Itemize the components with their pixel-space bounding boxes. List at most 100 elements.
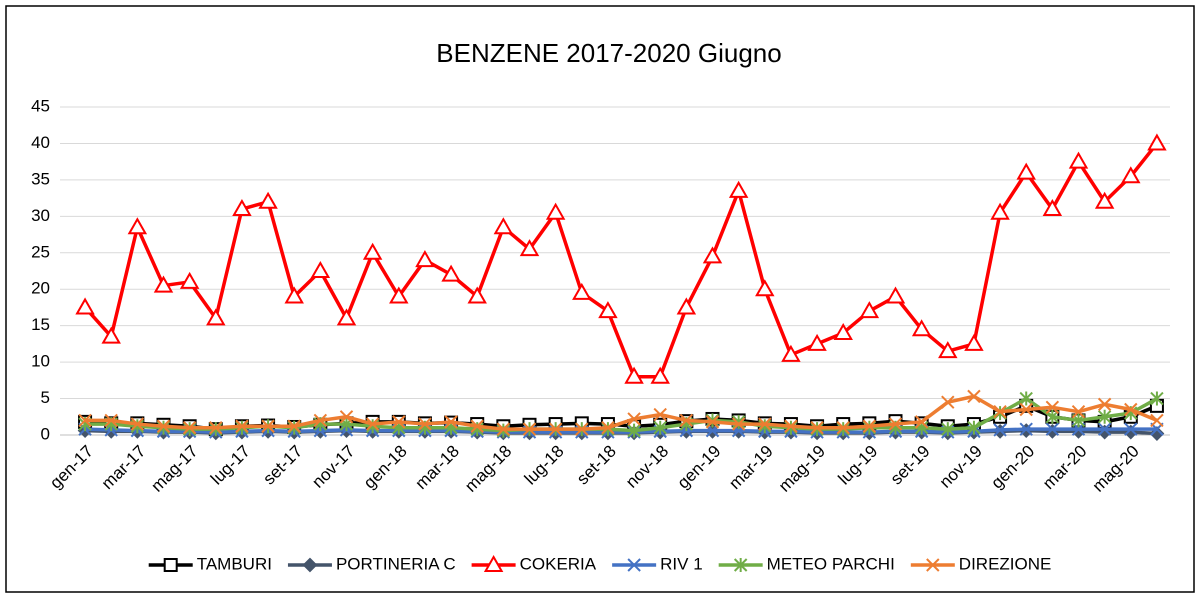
marker <box>702 246 723 264</box>
marker <box>758 419 772 434</box>
y-tick-label: 5 <box>41 388 50 407</box>
marker <box>859 301 880 319</box>
marker <box>572 282 592 300</box>
marker <box>104 413 118 428</box>
marker <box>862 419 877 433</box>
marker <box>302 557 318 573</box>
marker <box>313 413 328 428</box>
legend-label: RIV 1 <box>660 554 703 573</box>
marker <box>156 419 171 433</box>
marker <box>624 366 644 384</box>
marker <box>731 414 746 429</box>
marker <box>1019 391 1033 406</box>
marker <box>336 308 357 326</box>
marker <box>967 389 981 404</box>
marker <box>807 333 827 351</box>
y-tick-label: 0 <box>41 424 50 443</box>
marker <box>990 202 1010 220</box>
marker <box>1097 397 1112 412</box>
marker <box>1042 199 1063 217</box>
marker <box>163 558 178 572</box>
marker <box>467 286 487 304</box>
legend: TAMBURI PORTINERIA C COKERIA RIV 1 METEO PAR… <box>148 554 1051 573</box>
legend-label: PORTINERIA C <box>336 554 456 573</box>
marker <box>232 199 252 217</box>
marker <box>1150 413 1164 428</box>
marker <box>392 415 406 429</box>
marker <box>261 419 275 433</box>
marker <box>545 202 566 220</box>
marker <box>153 275 174 293</box>
marker <box>310 260 331 278</box>
legend-item: PORTINERIA C <box>287 554 456 573</box>
y-tick-label: 20 <box>31 279 50 298</box>
marker <box>758 417 772 431</box>
legend-item: METEO PARCHI <box>718 554 895 573</box>
y-tick-label: 45 <box>31 96 50 115</box>
marker <box>258 191 278 209</box>
marker <box>470 419 484 433</box>
y-tick-label: 30 <box>31 206 50 225</box>
marker <box>339 410 354 424</box>
y-tick-label: 25 <box>31 242 50 261</box>
marker <box>731 417 746 431</box>
marker <box>1097 409 1112 424</box>
marker <box>1097 422 1112 436</box>
marker <box>1019 402 1033 417</box>
legend-label: COKERIA <box>520 554 597 573</box>
marker <box>235 419 249 433</box>
legend-label: METEO PARCHI <box>767 554 895 573</box>
marker <box>627 558 641 572</box>
marker <box>441 264 461 282</box>
marker <box>705 415 720 429</box>
marker <box>627 412 641 426</box>
marker <box>911 319 932 337</box>
marker <box>287 419 301 433</box>
marker <box>888 417 903 431</box>
marker <box>1045 400 1060 415</box>
marker <box>993 423 1007 437</box>
marker <box>676 297 697 315</box>
marker <box>284 286 304 304</box>
marker <box>127 217 148 235</box>
y-tick-label: 15 <box>31 315 50 334</box>
marker <box>522 422 537 436</box>
marker <box>1124 402 1138 417</box>
marker <box>78 413 92 428</box>
marker <box>179 271 200 289</box>
marker <box>914 415 929 429</box>
marker <box>75 297 95 315</box>
legend-item: TAMBURI <box>148 554 272 573</box>
marker <box>493 217 514 235</box>
marker <box>130 417 145 431</box>
y-tick-label: 10 <box>31 352 50 371</box>
chart-title: BENZENE 2017-2020 Giugno <box>436 38 781 68</box>
marker <box>575 422 589 436</box>
marker <box>418 417 432 431</box>
marker <box>548 422 563 436</box>
marker <box>209 421 223 435</box>
marker <box>1045 422 1060 436</box>
marker <box>885 286 906 304</box>
marker <box>833 322 853 340</box>
marker <box>1071 404 1086 419</box>
marker <box>1019 422 1033 436</box>
marker <box>926 558 940 572</box>
marker <box>733 558 748 572</box>
marker <box>1094 191 1115 209</box>
marker <box>810 421 824 435</box>
marker <box>206 308 226 326</box>
y-tick-label: 40 <box>31 133 50 152</box>
marker <box>1045 409 1060 424</box>
chart-border <box>5 5 1195 593</box>
marker <box>941 422 955 437</box>
marker <box>650 366 670 384</box>
marker <box>784 419 798 433</box>
marker <box>755 279 775 297</box>
marker <box>1016 162 1036 180</box>
y-tick-label: 35 <box>31 169 50 188</box>
marker <box>653 407 667 422</box>
marker <box>598 301 618 319</box>
